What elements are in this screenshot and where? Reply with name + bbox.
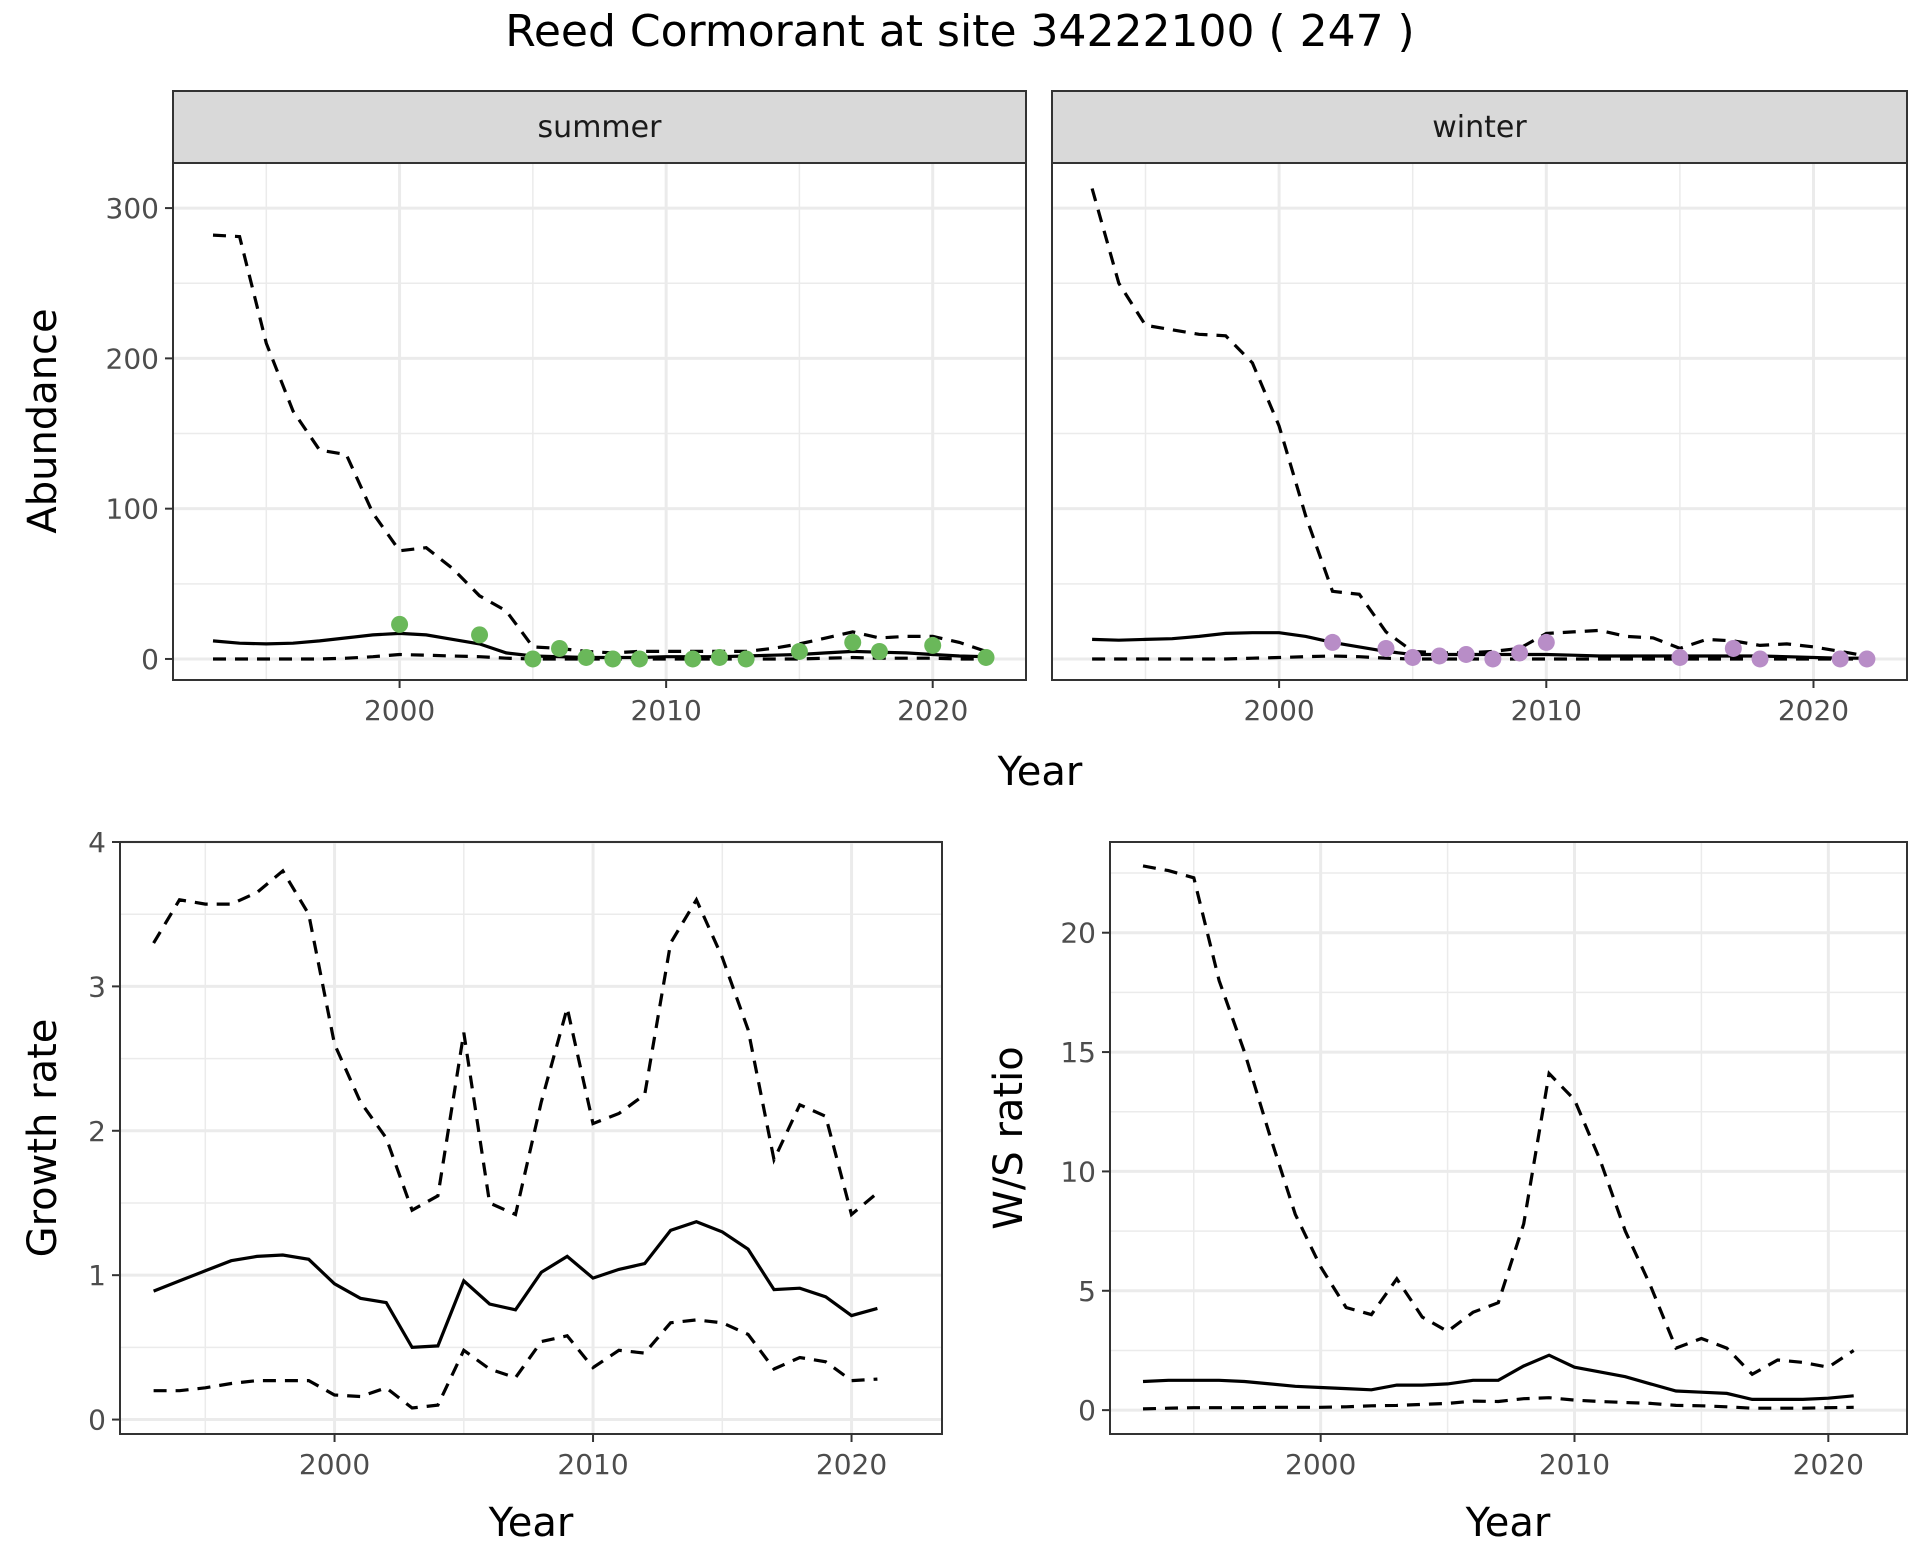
x-tick-label: 2020	[897, 694, 968, 727]
upper-bound-line	[1090, 188, 1868, 658]
observation-point	[577, 648, 595, 666]
y-tick-label: 5	[1078, 1275, 1096, 1308]
observation-point	[551, 639, 569, 657]
mean-line	[1142, 1353, 1854, 1401]
observation-point	[737, 650, 755, 668]
observation-point	[1724, 639, 1742, 657]
y-tick-label: 0	[141, 643, 159, 676]
panel-summer: summer 0 100 200 300 2000 2010 2020	[106, 90, 1027, 727]
observation-point	[471, 626, 489, 644]
observation-point	[790, 642, 808, 660]
x-tick-label: 2000	[1243, 694, 1314, 727]
x-tick-label: 2020	[1793, 1448, 1864, 1481]
x-tick-label: 2020	[1778, 694, 1849, 727]
observation-point	[844, 633, 862, 651]
lower-bound-line	[1092, 654, 1867, 661]
y-tick-label: 20	[1060, 917, 1096, 950]
y-tick-label: 1	[88, 1259, 106, 1292]
observation-point	[710, 648, 728, 666]
observation-point	[924, 636, 942, 654]
panel-border	[1109, 841, 1908, 1435]
y-tick-label: 3	[88, 970, 106, 1003]
observation-point	[391, 615, 409, 633]
x-tick-label: 2000	[299, 1448, 370, 1481]
y-axis-label: Abundance	[20, 308, 66, 533]
y-axis-label: W/S ratio	[986, 1046, 1032, 1229]
y-tick-label: 0	[88, 1404, 106, 1437]
facet-strip	[1051, 90, 1908, 164]
x-tick-label: 2000	[1285, 1448, 1356, 1481]
x-tick-label: 2010	[631, 694, 702, 727]
y-tick-label: 15	[1060, 1036, 1096, 1069]
panel-ws-ratio: 0 5 10 15 20 2000 2010 2020	[1060, 841, 1908, 1481]
upper-bound-line	[1142, 864, 1855, 1377]
observation-point	[684, 650, 702, 668]
upper-bound-line	[212, 233, 987, 655]
y-tick-label: 4	[88, 826, 106, 859]
mean-line	[153, 1219, 878, 1350]
y-tick-label: 0	[1078, 1394, 1096, 1427]
x-axis-label: Year	[997, 749, 1083, 795]
observation-point	[1457, 645, 1475, 663]
x-tick-label: 2010	[1539, 1448, 1610, 1481]
facet-strip-label: summer	[538, 110, 663, 145]
observation-point	[1671, 648, 1689, 666]
observation-point	[1858, 650, 1876, 668]
observation-point	[524, 650, 542, 668]
y-tick-label: 100	[106, 493, 159, 526]
observation-point	[1831, 650, 1849, 668]
observation-point	[1430, 647, 1448, 665]
observation-point	[1751, 650, 1769, 668]
y-tick-label: 10	[1060, 1155, 1096, 1188]
observation-point	[977, 648, 995, 666]
observation-point	[1404, 648, 1422, 666]
y-tick-label: 2	[88, 1115, 106, 1148]
observation-point	[870, 642, 888, 660]
mean-line	[212, 631, 987, 660]
observation-point	[630, 650, 648, 668]
panel-border	[1051, 162, 1908, 681]
panel-growth-rate: 0 1 2 3 4 2000 2010 2020	[88, 826, 943, 1481]
observation-point	[604, 650, 622, 668]
x-axis-label: Year	[488, 1500, 574, 1546]
observation-point	[1324, 633, 1342, 651]
panel-border	[119, 841, 943, 1435]
y-tick-label: 200	[106, 342, 159, 375]
y-tick-label: 300	[106, 192, 159, 225]
figure-title: Reed Cormorant at site 34222100 ( 247 )	[505, 6, 1414, 57]
panel-winter: winter 2000 2010 2020	[1051, 90, 1908, 727]
observation-point	[1484, 650, 1502, 668]
x-tick-label: 2000	[364, 694, 435, 727]
y-axis-label: Growth rate	[20, 1019, 66, 1258]
x-axis-label: Year	[1465, 1500, 1551, 1546]
x-tick-label: 2010	[557, 1448, 628, 1481]
x-tick-label: 2010	[1511, 694, 1582, 727]
observation-point	[1537, 633, 1555, 651]
facet-strip-label: winter	[1432, 110, 1527, 145]
observation-point	[1377, 639, 1395, 657]
x-tick-label: 2020	[816, 1448, 887, 1481]
upper-bound-line	[152, 868, 879, 1218]
observation-point	[1511, 644, 1529, 662]
facet-strip	[172, 90, 1027, 164]
lower-bound-line	[1142, 1396, 1854, 1411]
lower-bound-line	[153, 1318, 878, 1410]
mean-line	[1092, 631, 1867, 660]
